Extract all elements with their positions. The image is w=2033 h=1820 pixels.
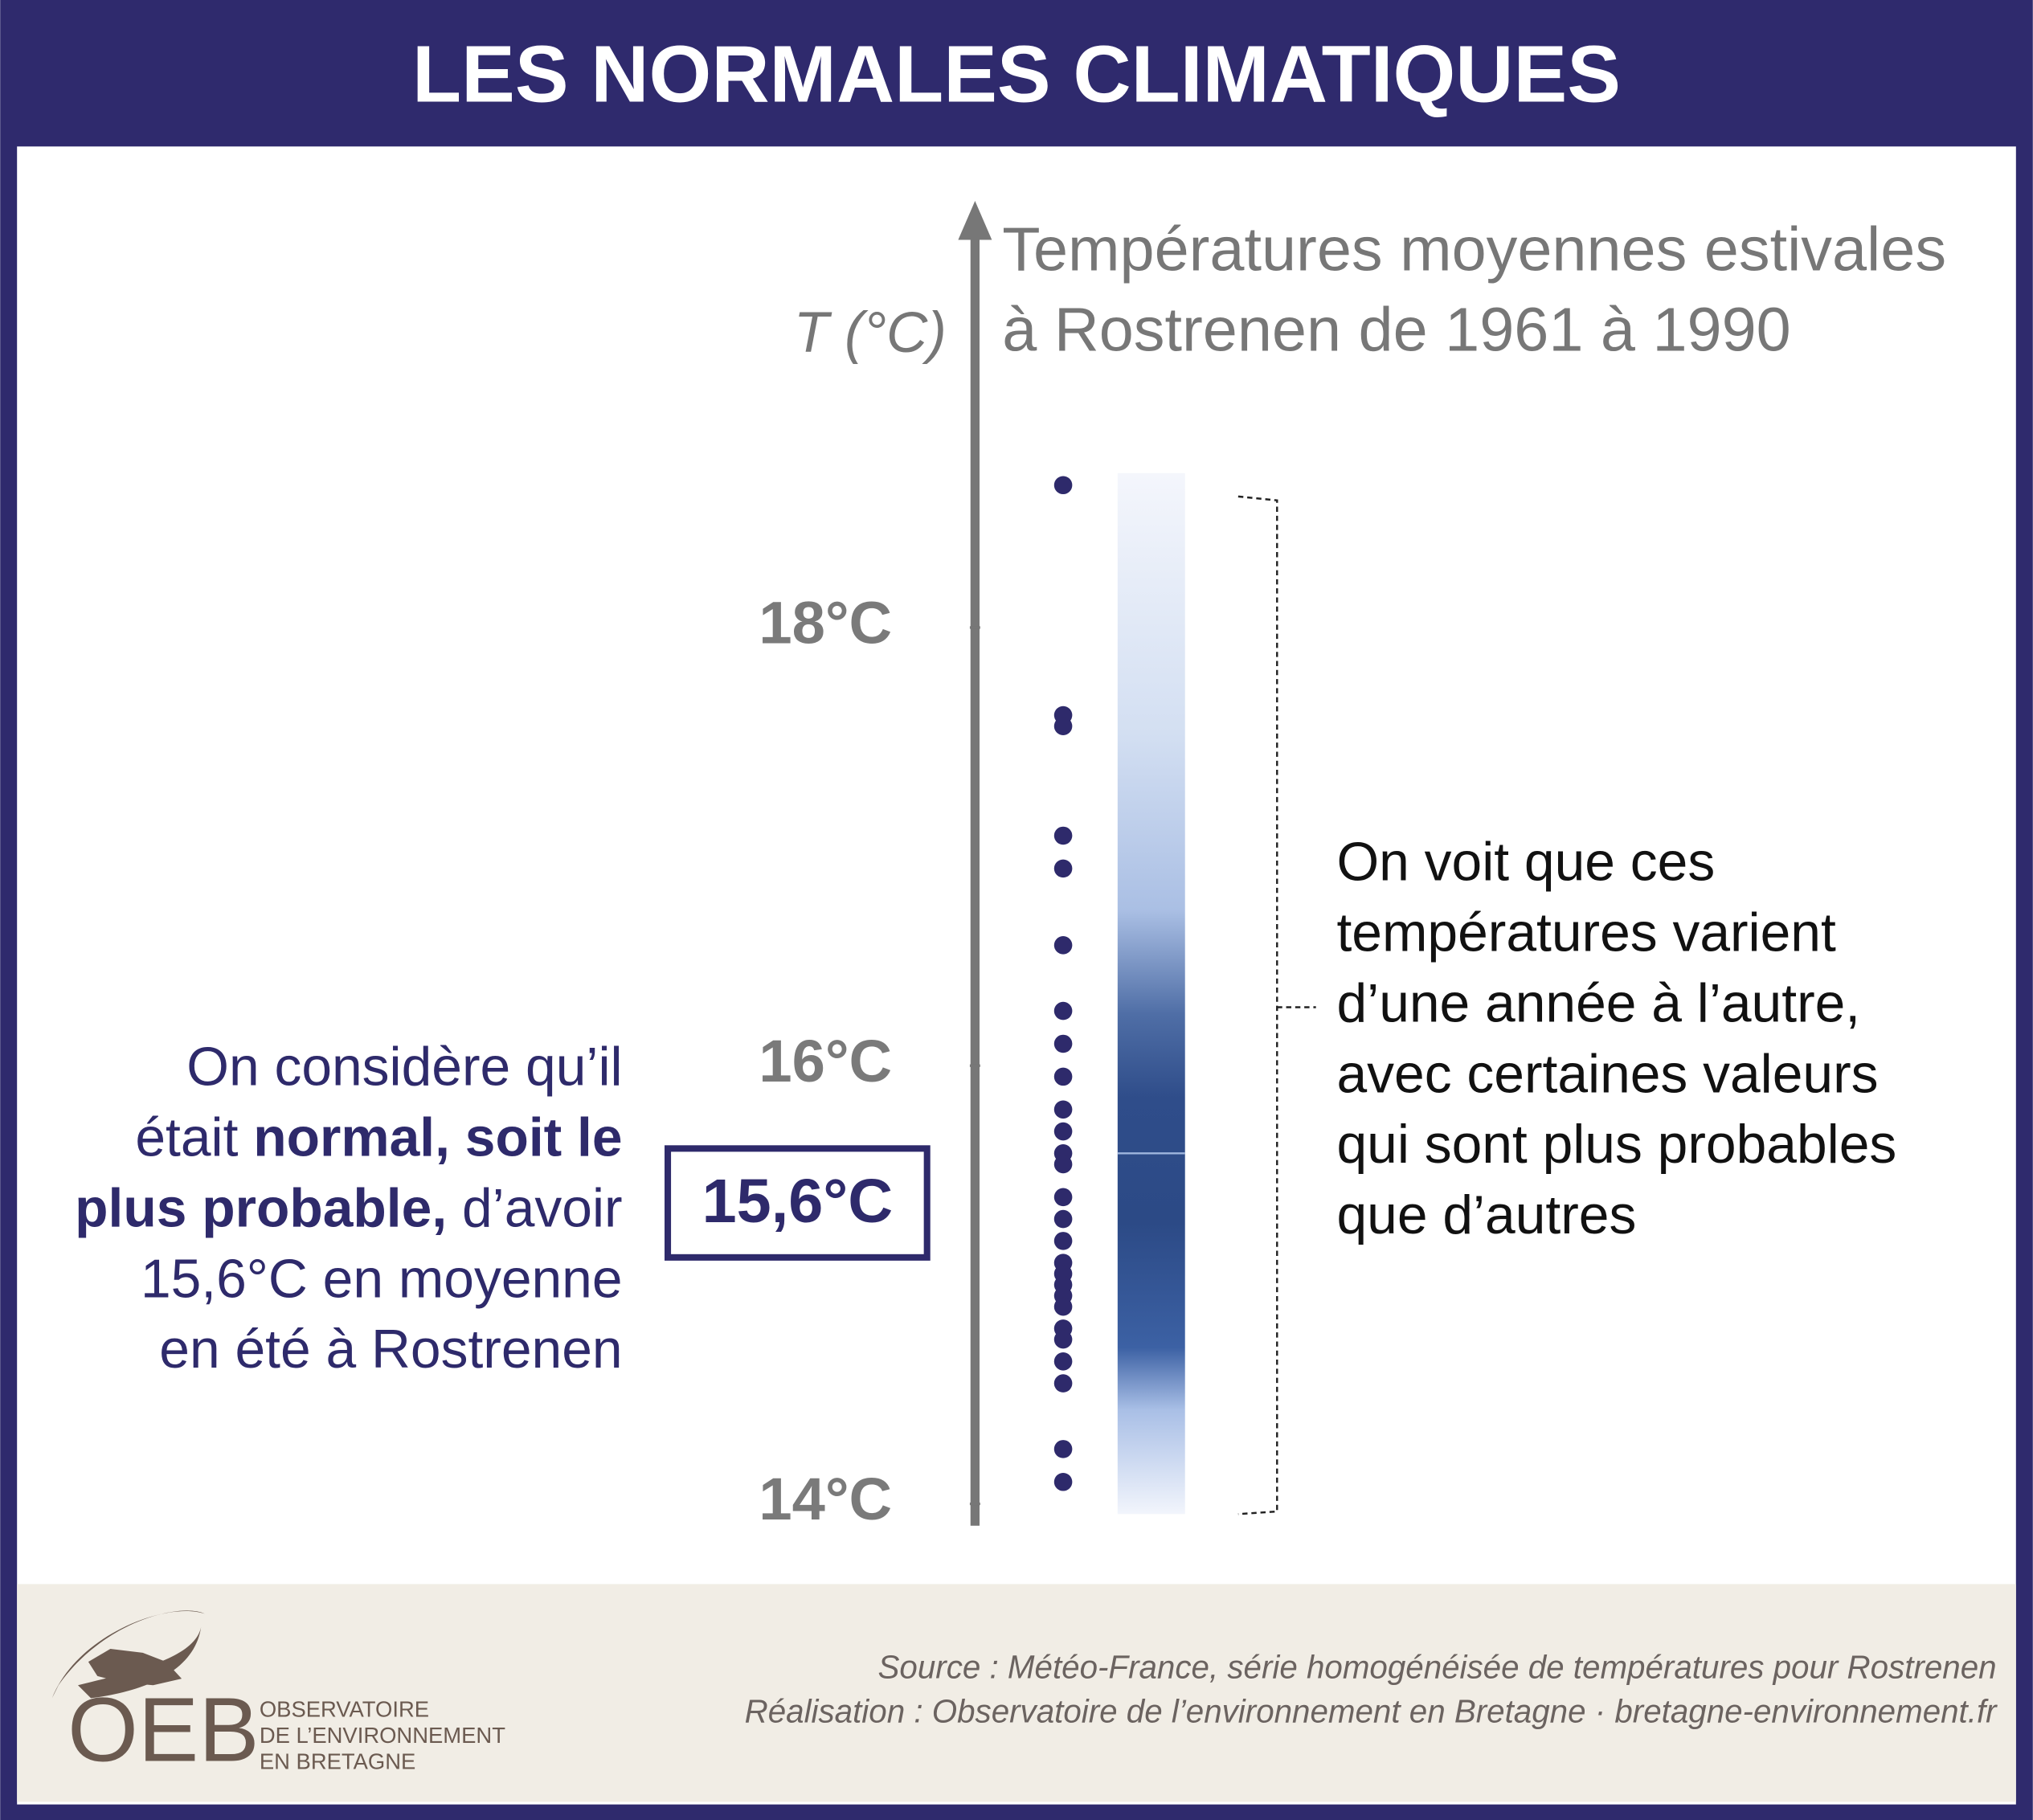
data-dot: [1053, 1122, 1073, 1141]
annotation-segment: On considère qu’il: [186, 1037, 622, 1097]
data-dot: [1053, 1067, 1073, 1086]
data-dot: [1053, 1374, 1073, 1393]
data-dot: [1053, 1001, 1073, 1020]
panel: [17, 146, 2016, 1805]
annotation-right-line: températures varient: [1336, 902, 1836, 963]
normal-box: [665, 1145, 931, 1261]
annotation-left-line: 15,6°C en moyenne: [141, 1249, 623, 1309]
annotation-right-line: avec certaines valeurs: [1336, 1044, 1878, 1104]
y-axis-arrow: [958, 201, 992, 240]
y-tick-label: 18°C: [759, 590, 892, 656]
logo-swoosh: [78, 1626, 202, 1699]
data-dot: [1053, 826, 1073, 845]
data-dot: [1053, 1034, 1073, 1053]
bracket: [1237, 495, 1316, 1515]
logo-map: [88, 1649, 182, 1686]
data-dot: [1053, 476, 1073, 495]
annotation-left-line: On considère qu’il: [186, 1037, 622, 1097]
chart-title: à Rostrenen de 1961 à 1990: [1002, 296, 1790, 365]
page-title: LES NORMALES CLIMATIQUES: [412, 29, 1621, 119]
annotation-left-line: plus probable, d’avoir: [75, 1178, 622, 1238]
logo-name: DE L’ENVIRONNEMENT: [260, 1723, 505, 1748]
data-dot: [1053, 1155, 1073, 1174]
y-axis-label: T (°C): [794, 301, 947, 365]
data-dot: [1053, 859, 1073, 878]
annotation-left-line: en été à Rostrenen: [159, 1319, 622, 1380]
annotation-segment: d’avoir: [447, 1178, 622, 1238]
data-dot: [1053, 936, 1073, 955]
source: Source : Météo-France, série homogénéisé…: [878, 1649, 1997, 1686]
annotation-left-line: était normal, soit le: [135, 1107, 622, 1168]
logo-acronym: OEB: [67, 1679, 259, 1781]
data-dot: [1053, 717, 1073, 735]
annotation-right-line: que d’autres: [1336, 1185, 1636, 1245]
chart-title: Températures moyennes estivales: [1002, 215, 1946, 284]
y-tick-label: 14°C: [759, 1466, 892, 1532]
annotation-segment: en été à Rostrenen: [159, 1319, 622, 1380]
data-dot: [1053, 1330, 1073, 1349]
annotation-segment: plus probable,: [75, 1178, 447, 1238]
annotation-segment: était: [135, 1107, 253, 1168]
annotation-right-line: qui sont plus probables: [1336, 1114, 1896, 1175]
annotation-segment: normal, soit le: [253, 1107, 622, 1168]
footer-band: [17, 1584, 2016, 1802]
data-dot: [1053, 1472, 1073, 1491]
logo-name: EN BRETAGNE: [260, 1748, 415, 1773]
data-dot: [1053, 1188, 1073, 1207]
logo-name: OBSERVATOIRE: [260, 1697, 429, 1722]
annotation-segment: 15,6°C en moyenne: [141, 1249, 623, 1309]
credit: Réalisation : Observatoire de l’environn…: [745, 1692, 1998, 1729]
annotation-right-line: d’une année à l’autre,: [1336, 973, 1860, 1033]
normal-label: 15,6°C: [702, 1167, 894, 1236]
data-dot: [1053, 1100, 1073, 1119]
data-dot: [1053, 1297, 1073, 1316]
data-dot: [1053, 1209, 1073, 1229]
annotation-right-line: On voit que ces: [1336, 832, 1715, 893]
distribution-shading: [1117, 472, 1185, 1515]
logo: OEB OBSERVATOIRE DE L’ENVIRONNEMENT EN B…: [51, 1610, 505, 1781]
data-dot: [1053, 1232, 1073, 1250]
y-tick-label: 16°C: [759, 1028, 892, 1094]
data-dot: [1053, 1352, 1073, 1371]
data-dot: [1053, 1440, 1073, 1458]
